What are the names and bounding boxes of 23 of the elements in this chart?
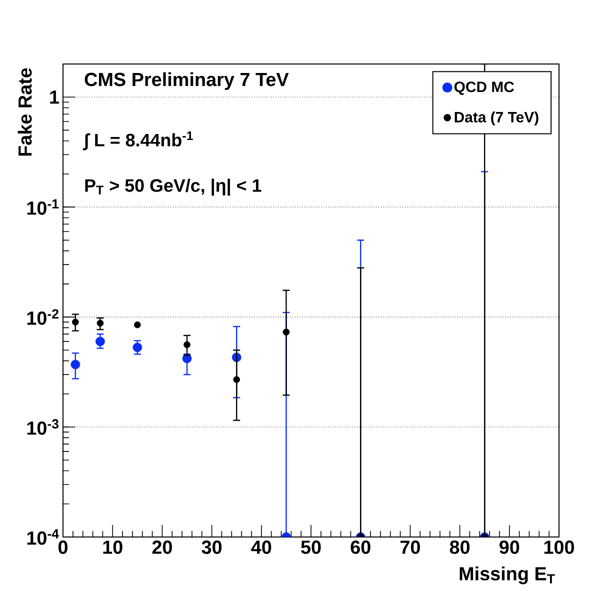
x-tick-label: 50	[301, 540, 321, 554]
annotation: P$_{T}$ > 50 GeV/c, |η| < 1	[85, 178, 262, 196]
x-tick-label: 10	[103, 540, 122, 554]
x-tick-label: 20	[152, 540, 172, 554]
y-tick-label: 10$^{-1}$	[27, 199, 59, 215]
x-tick-label: 30	[202, 540, 222, 554]
legend-label: QCD MC	[454, 82, 514, 95]
x-tick-label: 60	[350, 540, 370, 554]
annotation: ∫ L = 8.44nb$^{-1}$	[82, 131, 193, 150]
legend-label: Data (7 TeV)	[454, 111, 538, 126]
x-tick-label: 40	[251, 540, 272, 554]
annotation: CMS Preliminary 7 TeV	[84, 72, 289, 90]
y-tick-label: 10$^{-3}$	[27, 419, 59, 435]
y-tick-label: 10$^{-2}$	[27, 309, 58, 325]
x-tick-label: 0	[58, 540, 68, 554]
x-tick-label: 80	[450, 540, 470, 554]
y-axis-title: Fake Rate	[18, 68, 32, 156]
y-tick-label: 10$^{-4}$	[27, 529, 59, 545]
x-tick-label: 100	[544, 540, 574, 554]
x-tick-label: 90	[500, 540, 520, 554]
x-tick-label: 70	[400, 540, 420, 554]
x-axis-title: Missing E$_{T}$	[460, 566, 555, 584]
y-tick-label: 1	[50, 90, 59, 104]
